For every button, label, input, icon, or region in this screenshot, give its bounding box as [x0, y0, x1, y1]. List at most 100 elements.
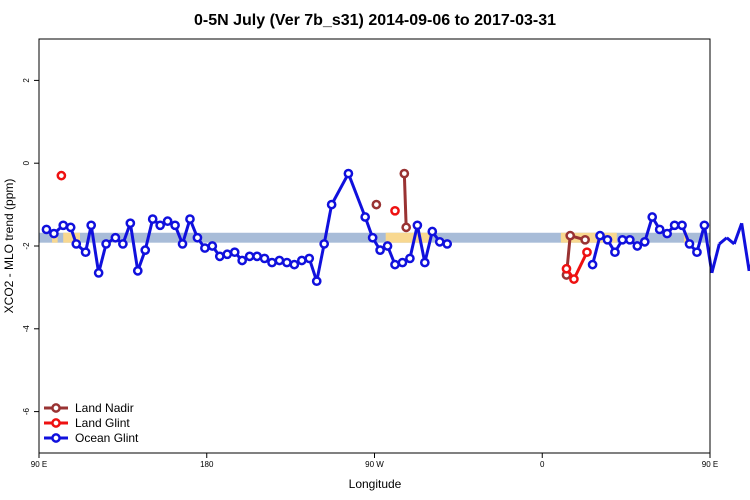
ocean-glint-point — [289, 259, 300, 270]
ocean-glint-point — [677, 220, 687, 231]
legend-marker — [51, 433, 61, 443]
series-layer — [41, 168, 750, 287]
ocean-glint-point — [405, 253, 415, 264]
ocean-glint-point — [326, 199, 337, 210]
ocean-glint-point — [101, 239, 111, 249]
ocean-glint-point — [434, 237, 445, 247]
ocean-glint-point — [41, 224, 52, 235]
y-tick-label: -6 — [22, 407, 31, 415]
ocean-glint-point — [207, 241, 218, 251]
ocean-glint-point — [684, 239, 695, 249]
ocean-glint-point — [375, 245, 385, 255]
x-axis: 90 E 180 90 W 0 90 E — [31, 453, 718, 469]
ocean-glint-point — [71, 239, 82, 249]
legend-label: Ocean Glint — [75, 431, 139, 445]
band-land-segment — [63, 232, 81, 243]
ocean-glint-segment — [702, 225, 714, 274]
ocean-glint-point — [397, 257, 408, 268]
land-glint-point — [390, 205, 400, 216]
ocean-glint-point — [669, 220, 680, 231]
band-land-segment — [385, 232, 431, 243]
ocean-glint-segment — [423, 231, 434, 263]
ocean-glint-point — [587, 259, 598, 270]
series-land-glint — [56, 170, 592, 284]
ocean-glint-point — [80, 247, 91, 258]
ocean-glint-point — [170, 220, 180, 231]
land-nadir-point — [371, 199, 382, 210]
ocean-glint-point — [132, 265, 143, 276]
ocean-glint-point — [617, 234, 628, 245]
y-tick-label: -4 — [22, 325, 31, 333]
ocean-glint-point — [58, 220, 69, 231]
ocean-glint-point — [412, 220, 423, 231]
ocean-glint-point — [319, 239, 330, 249]
ocean-glint-point — [367, 232, 378, 243]
legend-marker — [51, 418, 61, 428]
ocean-glint-point — [185, 214, 195, 224]
land-glint-point — [569, 274, 579, 284]
ocean-glint-segment — [732, 222, 744, 245]
ocean-glint-point — [360, 212, 371, 222]
x-axis-title: Longitude — [349, 477, 402, 491]
ocean-glint-point — [662, 228, 672, 239]
ocean-glint-point — [259, 253, 270, 264]
ocean-glint-point — [419, 257, 430, 268]
ocean-glint-segment — [330, 172, 350, 206]
ocean-glint-point — [699, 220, 710, 231]
ocean-glint-point — [162, 216, 173, 227]
ocean-glint-point — [304, 253, 315, 264]
ocean-glint-segment — [97, 243, 108, 274]
ocean-glint-point — [86, 220, 97, 231]
ocean-glint-point — [110, 232, 121, 243]
x-tick-label: 90 E — [31, 460, 47, 469]
ocean-glint-point — [595, 230, 605, 241]
y-axis: 2 0 -2 -4 -6 — [22, 78, 39, 415]
ocean-glint-segment — [408, 224, 419, 259]
ocean-glint-point — [602, 234, 613, 245]
legend-marker — [51, 403, 61, 413]
land-glint-point — [582, 247, 592, 258]
ocean-glint-segment — [315, 243, 326, 282]
ocean-glint-point — [382, 241, 393, 251]
ocean-glint-point — [118, 239, 128, 249]
land-nadir-point — [565, 230, 576, 241]
ocean-glint-segment — [725, 236, 736, 246]
x-tick-label: 90 W — [365, 460, 384, 469]
ocean-glint-point — [244, 251, 255, 262]
legend-item: Land Glint — [44, 416, 130, 430]
ocean-glint-point — [311, 276, 322, 287]
ocean-glint-point — [282, 257, 292, 268]
ocean-glint-segment — [718, 236, 728, 246]
ocean-glint-point — [442, 239, 453, 249]
ocean-glint-segment — [740, 222, 750, 272]
ocean-glint-point — [625, 234, 635, 245]
land-glint-point — [561, 263, 572, 274]
plot-frame — [38, 38, 711, 454]
ocean-glint-point — [427, 226, 438, 237]
ocean-glint-point — [274, 255, 285, 266]
ocean-glint-point — [140, 245, 151, 255]
ocean-glint-point — [296, 255, 307, 266]
ocean-glint-point — [192, 232, 203, 243]
legend-item: Land Nadir — [44, 401, 134, 415]
land-glint-segment — [572, 251, 589, 280]
ocean-glint-segment — [591, 235, 602, 266]
ocean-glint-point — [654, 224, 665, 235]
ocean-glint-point — [49, 228, 59, 239]
ocean-glint-point — [155, 220, 166, 231]
ocean-glint-point — [177, 239, 188, 249]
legend-item: Ocean Glint — [44, 431, 139, 445]
ocean-glint-point — [147, 214, 158, 224]
land-nadir-point — [580, 234, 590, 245]
ocean-glint-segment — [415, 225, 427, 263]
legend-label: Land Nadir — [75, 401, 134, 415]
land-nadir-point — [399, 168, 410, 179]
ocean-glint-point — [647, 212, 658, 222]
ocean-glint-point — [639, 237, 650, 247]
land-nadir-segment — [402, 173, 408, 228]
ocean-glint-point — [252, 251, 262, 262]
ocean-glint-segment — [128, 222, 140, 272]
ocean-glint-point — [692, 247, 702, 258]
